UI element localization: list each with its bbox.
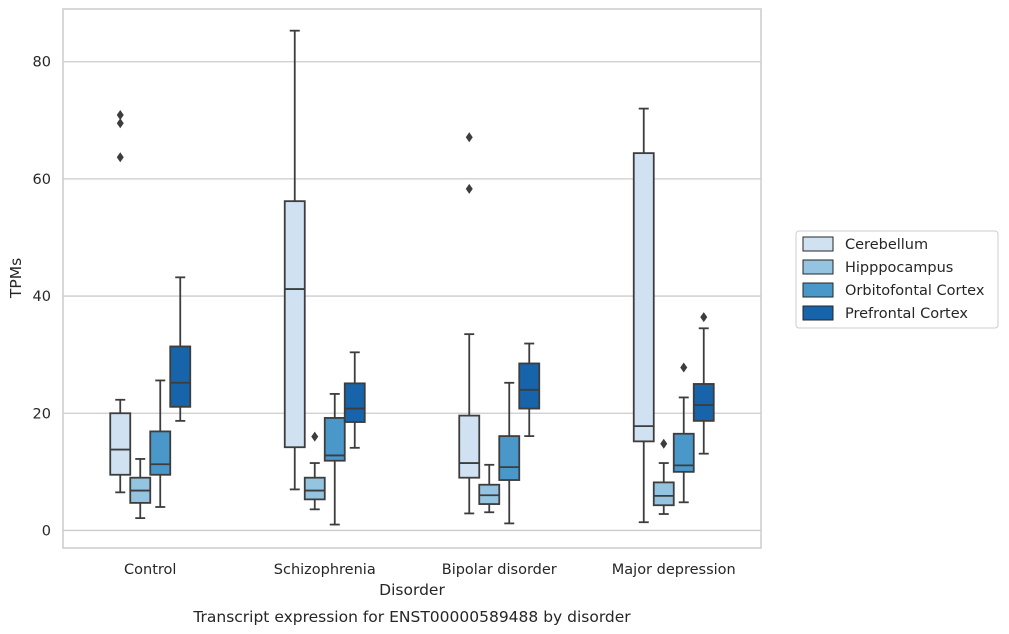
outlier-point — [116, 110, 124, 121]
y-axis-label: TPMs — [7, 258, 25, 299]
box-hipppocampus — [652, 438, 675, 515]
legend-label: Hipppocampus — [845, 260, 953, 276]
legend-label: Cerebellum — [845, 237, 928, 253]
box-cerebellum — [632, 107, 655, 524]
legend-label: Orbitofontal Cortex — [845, 283, 985, 299]
outlier-point — [680, 362, 688, 373]
legend-frame — [795, 230, 999, 329]
box-prefrontal-cortex — [343, 351, 366, 449]
legend-label: Prefrontal Cortex — [845, 306, 968, 322]
legend-swatch — [802, 236, 834, 252]
outlier-point — [465, 183, 473, 194]
x-tick-label: Major depression — [612, 562, 736, 578]
iqr-box — [323, 417, 346, 462]
outlier-point — [116, 118, 124, 129]
outlier-point — [660, 438, 668, 449]
iqr-box — [498, 435, 521, 481]
box-cerebellum — [109, 110, 132, 494]
box-cerebellum — [458, 132, 481, 515]
boxes — [109, 29, 715, 526]
iqr-box — [303, 476, 326, 501]
iqr-box — [692, 383, 715, 422]
y-tick-labels: 0 20 40 60 80 — [33, 55, 51, 540]
chart-caption: Transcript expression for ENST0000058948… — [192, 608, 631, 626]
iqr-box — [518, 362, 541, 410]
x-tick-label: Control — [124, 562, 176, 578]
outlier-point — [311, 431, 319, 442]
iqr-box — [632, 152, 655, 443]
legend-swatch — [802, 305, 834, 321]
box-prefrontal-cortex — [169, 276, 192, 422]
x-tick-label: Bipolar disorder — [442, 562, 557, 578]
box-cerebellum — [283, 29, 306, 491]
y-tick-label: 20 — [33, 406, 51, 422]
y-tick-label: 0 — [42, 523, 51, 539]
box-orbitofontal-cortex — [323, 393, 346, 526]
box-orbitofontal-cortex — [672, 362, 695, 504]
outlier-point — [700, 312, 708, 323]
iqr-box — [652, 481, 675, 507]
box-prefrontal-cortex — [692, 312, 715, 455]
x-tick-label: Schizophrenia — [274, 562, 376, 578]
box-hipppocampus — [129, 458, 152, 520]
iqr-box — [169, 345, 192, 408]
iqr-box — [283, 200, 306, 449]
y-tick-label: 60 — [33, 172, 51, 188]
iqr-box — [109, 412, 132, 476]
y-tick-label: 80 — [33, 55, 51, 71]
box-orbitofontal-cortex — [498, 381, 521, 525]
legend: Cerebellum Hipppocampus Orbitofontal Corte… — [795, 230, 999, 329]
box-hipppocampus — [478, 463, 501, 514]
box-prefrontal-cortex — [518, 342, 541, 437]
box-hipppocampus — [303, 431, 326, 511]
legend-swatch — [802, 259, 834, 275]
y-tick-label: 40 — [33, 289, 51, 305]
outlier-point — [465, 132, 473, 143]
legend-swatch — [802, 282, 834, 298]
iqr-box — [149, 430, 172, 476]
box-orbitofontal-cortex — [149, 379, 172, 508]
x-tick-labels: Control Schizophrenia Bipolar disorder Majo… — [124, 562, 736, 578]
plot-frame — [62, 8, 762, 549]
iqr-box — [343, 382, 366, 423]
outlier-point — [116, 152, 124, 163]
x-axis-label: Disorder — [379, 581, 445, 599]
iqr-box — [458, 414, 481, 479]
iqr-box — [672, 432, 695, 473]
